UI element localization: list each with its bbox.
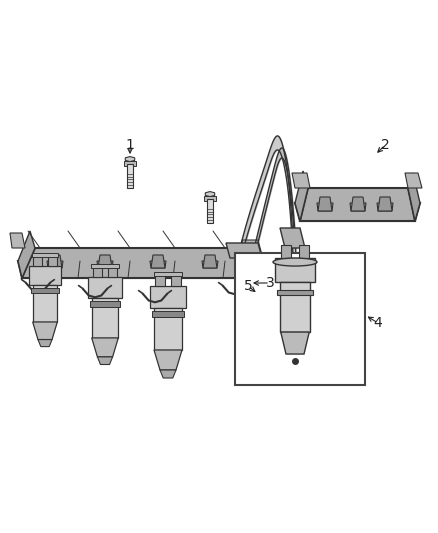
Polygon shape xyxy=(98,255,112,268)
Text: 2: 2 xyxy=(381,138,389,152)
Polygon shape xyxy=(108,265,117,277)
Polygon shape xyxy=(155,274,165,286)
Polygon shape xyxy=(125,157,135,161)
Polygon shape xyxy=(281,245,291,258)
Polygon shape xyxy=(160,370,176,378)
Polygon shape xyxy=(242,240,262,255)
Polygon shape xyxy=(299,245,309,258)
Polygon shape xyxy=(152,311,184,317)
Polygon shape xyxy=(150,261,166,268)
Polygon shape xyxy=(378,197,392,211)
Polygon shape xyxy=(33,255,42,265)
Text: 4: 4 xyxy=(374,316,382,330)
Polygon shape xyxy=(318,197,332,211)
Polygon shape xyxy=(150,286,186,308)
Polygon shape xyxy=(207,199,213,223)
Polygon shape xyxy=(92,338,118,357)
Polygon shape xyxy=(205,191,215,197)
Polygon shape xyxy=(91,264,119,268)
Polygon shape xyxy=(33,322,57,340)
Polygon shape xyxy=(202,261,218,268)
Ellipse shape xyxy=(273,258,317,266)
Text: 1: 1 xyxy=(126,138,134,152)
Polygon shape xyxy=(351,197,365,211)
Polygon shape xyxy=(92,265,102,277)
Polygon shape xyxy=(350,203,366,211)
Text: 5: 5 xyxy=(244,279,252,293)
Polygon shape xyxy=(18,231,35,278)
Polygon shape xyxy=(32,253,58,257)
Polygon shape xyxy=(295,203,420,221)
Polygon shape xyxy=(127,164,134,188)
Polygon shape xyxy=(47,261,63,268)
Polygon shape xyxy=(48,255,57,265)
Polygon shape xyxy=(154,308,182,350)
Polygon shape xyxy=(38,340,52,346)
Polygon shape xyxy=(90,301,120,306)
Polygon shape xyxy=(171,274,181,286)
Polygon shape xyxy=(280,228,305,248)
Polygon shape xyxy=(88,277,122,298)
Polygon shape xyxy=(31,288,59,293)
Polygon shape xyxy=(124,161,136,166)
Bar xyxy=(235,253,365,385)
Polygon shape xyxy=(300,188,415,221)
Polygon shape xyxy=(18,261,262,278)
Polygon shape xyxy=(10,233,25,248)
Polygon shape xyxy=(377,203,393,211)
Polygon shape xyxy=(154,350,182,370)
Polygon shape xyxy=(203,255,217,268)
Polygon shape xyxy=(97,261,113,268)
Polygon shape xyxy=(277,290,313,295)
Polygon shape xyxy=(33,285,57,322)
Polygon shape xyxy=(405,173,422,188)
Text: 3: 3 xyxy=(265,276,274,290)
Polygon shape xyxy=(408,173,420,221)
Polygon shape xyxy=(295,171,308,221)
Polygon shape xyxy=(154,272,182,276)
Polygon shape xyxy=(92,298,118,338)
Polygon shape xyxy=(281,332,309,354)
Polygon shape xyxy=(204,196,216,201)
Polygon shape xyxy=(151,255,165,268)
Polygon shape xyxy=(22,248,258,278)
Polygon shape xyxy=(97,357,113,365)
Polygon shape xyxy=(275,258,315,282)
Polygon shape xyxy=(226,243,262,258)
Polygon shape xyxy=(280,282,310,332)
Polygon shape xyxy=(48,255,62,268)
Polygon shape xyxy=(292,173,310,188)
Polygon shape xyxy=(317,203,333,211)
Polygon shape xyxy=(29,265,61,285)
